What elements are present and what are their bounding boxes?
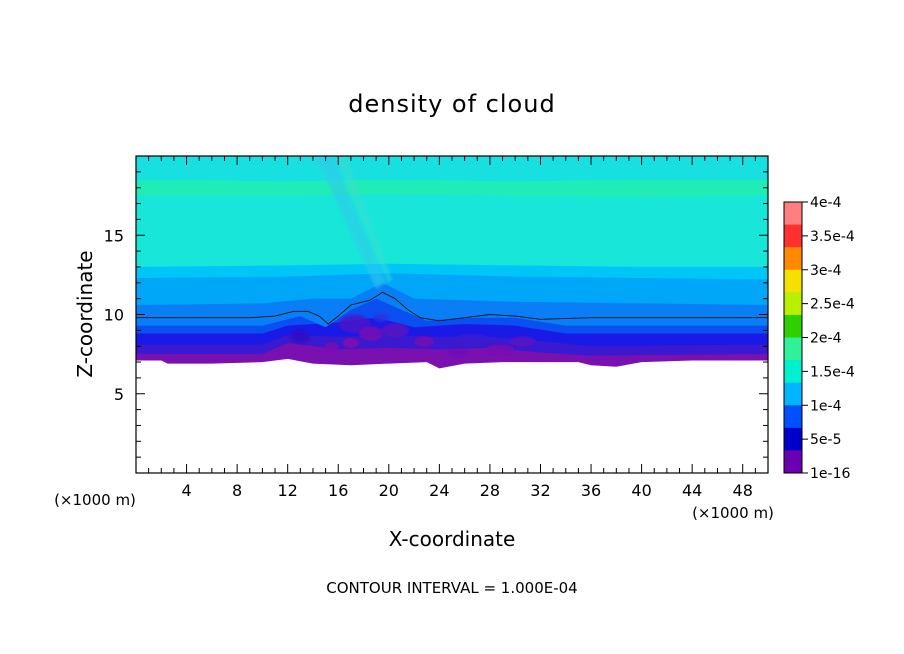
x-tick-label: 28 — [480, 481, 500, 500]
mixing-eddy-4 — [414, 336, 435, 347]
colorbar-label: 2.5e-4 — [810, 297, 855, 313]
colorbar-swatch — [784, 292, 802, 316]
colorbar-swatch — [784, 405, 802, 429]
colorbar-label: 5e-5 — [810, 432, 841, 448]
colorbar-label: 2e-4 — [810, 331, 842, 347]
colorbar-swatch — [784, 427, 802, 451]
mixing-eddy-7 — [509, 336, 536, 347]
mixing-eddy-5 — [454, 333, 491, 346]
x-tick-label: 24 — [429, 481, 449, 500]
x-tick-label: 16 — [328, 481, 348, 500]
x-axis-label: X-coordinate — [389, 527, 516, 551]
x-tick-label: 4 — [181, 481, 191, 500]
x-unit-left: (×1000 m) — [54, 491, 136, 509]
x-tick-label: 36 — [581, 481, 601, 500]
contour-line — [136, 291, 768, 325]
colorbar-swatch — [784, 269, 802, 293]
mixing-eddy-9 — [342, 338, 359, 348]
colorbar — [783, 201, 803, 474]
x-tick-label: 20 — [379, 481, 399, 500]
mixing-eddy-6 — [486, 344, 514, 355]
colorbar-label: 1.5e-4 — [810, 364, 855, 380]
y-tick-label: 5 — [114, 385, 124, 404]
chart-title: density of cloud — [348, 90, 555, 118]
mixing-eddy-11 — [324, 342, 339, 351]
colorbar-swatch — [784, 450, 802, 474]
mixing-eddy-0 — [290, 330, 311, 343]
mixing-eddy-3 — [381, 323, 410, 338]
colorbar-swatch — [784, 382, 802, 406]
x-axis-ticks: 4 8 12 16 20 24 28 32 36 40 44 48 — [148, 156, 756, 500]
colorbar-label: 4e-4 — [810, 195, 842, 211]
colorbar-swatch — [784, 360, 802, 384]
colorbar-label: 1e-4 — [810, 398, 842, 414]
colorbar-label: 3e-4 — [810, 263, 842, 279]
colorbar-swatch — [784, 314, 802, 338]
plume-streak — [315, 156, 387, 290]
x-tick-label: 44 — [682, 481, 702, 500]
plume-streak-inner — [335, 156, 393, 283]
x-unit-right: (×1000 m) — [692, 504, 774, 522]
contour-band-9 — [136, 156, 768, 182]
y-axis-label: Z-coordinate — [73, 250, 97, 377]
colorbar-label: 3.5e-4 — [810, 229, 855, 245]
y-axis-ticks: 5 10 15 — [104, 171, 768, 458]
cloud-plume — [290, 156, 536, 357]
mixing-eddy-1 — [338, 315, 371, 333]
y-tick-label: 10 — [104, 306, 124, 325]
colorbar-label: 1e-16 — [810, 466, 850, 482]
colorbar-swatch — [784, 224, 802, 248]
mixing-eddy-2 — [359, 326, 384, 341]
colorbar-swatch — [784, 337, 802, 361]
x-tick-label: 40 — [631, 481, 651, 500]
x-tick-label: 48 — [733, 481, 753, 500]
mixing-eddy-8 — [448, 348, 469, 357]
mixing-eddy-10 — [373, 313, 390, 322]
colorbar-swatch — [784, 247, 802, 271]
x-tick-label: 8 — [232, 481, 242, 500]
colorbar-swatch — [784, 202, 802, 226]
x-tick-label: 32 — [530, 481, 550, 500]
y-tick-label: 15 — [104, 226, 124, 245]
colorbar-labels: 4e-4 3.5e-4 3e-4 2.5e-4 2e-4 1.5e-4 1e-4 5e-5 1e… — [802, 195, 855, 482]
x-tick-label: 12 — [278, 481, 298, 500]
contour-interval-note: CONTOUR INTERVAL = 1.000E-04 — [326, 579, 577, 597]
contour-field — [136, 156, 768, 369]
